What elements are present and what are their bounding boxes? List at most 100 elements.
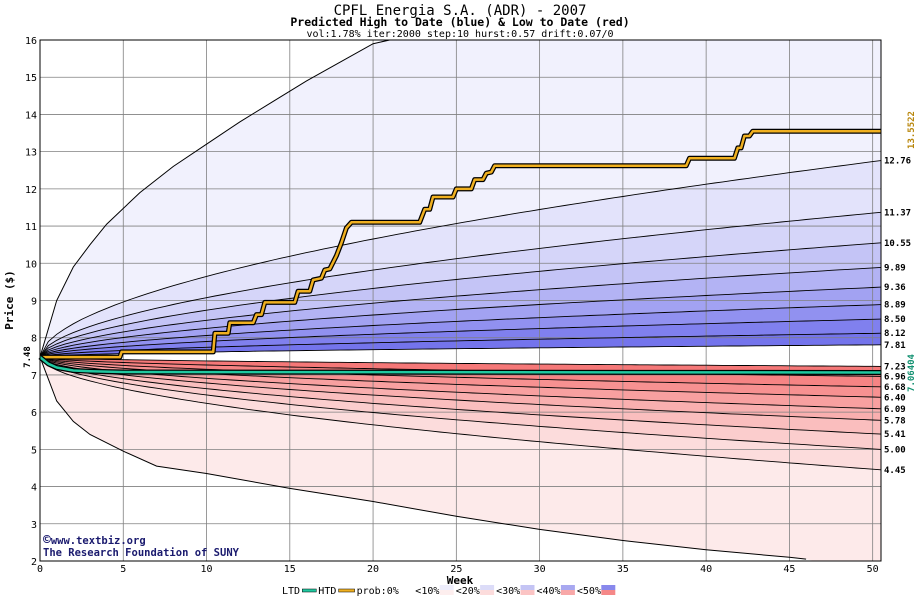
end-value-labels: 12.76 11.37 10.55 9.89 9.36 8.89 8.50 8.12 7.81 7… bbox=[884, 157, 911, 476]
legend-swatch-blue bbox=[399, 585, 414, 590]
legend-swatch-red bbox=[439, 590, 454, 595]
credit-site: www.textbiz.org bbox=[51, 535, 146, 547]
band-lower-1 bbox=[40, 357, 881, 470]
y-tick-label: 15 bbox=[25, 73, 37, 84]
quantile-curves bbox=[39, 160, 882, 471]
band-lower-5 bbox=[40, 357, 881, 409]
quantile-end-label: 8.89 bbox=[884, 301, 906, 311]
htd-end-label: 13.5522 bbox=[907, 111, 917, 149]
quantile-end-label: 7.23 bbox=[884, 362, 906, 372]
chart-params: vol:1.78% iter:2000 step:10 hurst:0.57 d… bbox=[306, 29, 613, 40]
quantile-end-label: 7.81 bbox=[884, 341, 906, 351]
quantile-curve bbox=[39, 356, 882, 421]
quantile-end-label: 4.45 bbox=[884, 466, 906, 476]
x-tick-label: 30 bbox=[534, 564, 546, 575]
envelope-upper-curve bbox=[39, 39, 390, 358]
series-htd-line bbox=[40, 129, 881, 359]
legend-label: <50% bbox=[577, 586, 601, 597]
y-tick-label: 11 bbox=[25, 222, 37, 233]
svg-text:©www.textbiz.org: ©www.textbiz.org bbox=[43, 533, 146, 548]
x-tick-label: 10 bbox=[201, 564, 213, 575]
legend-swatch-blue bbox=[520, 585, 535, 590]
ltd-end-label: 7.06404 bbox=[907, 353, 917, 392]
y-tick-label: 10 bbox=[25, 259, 37, 270]
quantile-end-label: 9.36 bbox=[884, 283, 906, 293]
quantile-curve bbox=[39, 211, 882, 358]
chart-subtitle: Predicted High to Date (blue) & Low to D… bbox=[290, 15, 629, 29]
x-tick-label: 35 bbox=[617, 564, 629, 575]
legend-swatch-ltd bbox=[302, 588, 317, 593]
legend-label: <10% bbox=[415, 586, 439, 597]
band-lower-4 bbox=[40, 357, 881, 421]
legend-label: prob:0% bbox=[357, 586, 399, 597]
legend-swatch-blue bbox=[480, 585, 495, 590]
y-tick-label: 14 bbox=[25, 110, 37, 121]
x-axis-ticks: 0 5 10 15 20 25 30 35 40 45 50 bbox=[37, 564, 879, 575]
band-lower-0 bbox=[40, 357, 881, 561]
band-upper-4 bbox=[40, 267, 881, 358]
y-tick-label: 4 bbox=[31, 483, 37, 494]
start-price-label: 7.48 bbox=[23, 346, 33, 368]
x-tick-label: 50 bbox=[867, 564, 879, 575]
quantile-end-label: 6.68 bbox=[884, 383, 906, 393]
legend-swatch-red bbox=[601, 590, 616, 595]
quantile-end-label: 5.00 bbox=[884, 445, 906, 455]
legend-swatch-htd bbox=[338, 588, 355, 593]
quantile-curve bbox=[39, 242, 882, 358]
quantile-end-label: 6.96 bbox=[884, 372, 906, 382]
quantile-curve bbox=[39, 332, 882, 358]
legend-swatch-red bbox=[399, 590, 414, 595]
x-tick-label: 25 bbox=[450, 564, 462, 575]
series-ltd-line bbox=[39, 356, 882, 374]
band-upper-1 bbox=[40, 160, 881, 358]
quantile-end-label: 12.76 bbox=[884, 157, 911, 167]
legend-swatch-blue bbox=[439, 585, 454, 590]
quantile-end-label: 9.89 bbox=[884, 263, 906, 273]
quantile-curve bbox=[39, 356, 882, 450]
legend-swatch-red bbox=[480, 590, 495, 595]
credit-org: The Research Foundation of SUNY bbox=[43, 547, 240, 559]
y-tick-label: 12 bbox=[25, 185, 37, 196]
legend-label: HTD bbox=[318, 586, 336, 597]
credits: ©www.textbiz.org The Research Foundation… bbox=[43, 533, 240, 559]
legend-swatch-red bbox=[560, 590, 575, 595]
x-tick-label: 15 bbox=[284, 564, 296, 575]
y-tick-label: 5 bbox=[31, 445, 37, 456]
legend-label: <20% bbox=[456, 586, 480, 597]
quantile-end-label: 6.09 bbox=[884, 405, 906, 415]
quantile-end-label: 8.12 bbox=[884, 329, 906, 339]
y-tick-label: 7 bbox=[31, 371, 37, 382]
legend-label: <40% bbox=[537, 586, 561, 597]
y-tick-label: 6 bbox=[31, 408, 37, 419]
band-upper-2 bbox=[40, 212, 881, 358]
legend-label: <30% bbox=[496, 586, 520, 597]
quantile-curve bbox=[39, 356, 882, 410]
copyright-symbol: © bbox=[43, 533, 51, 548]
legend-swatch-blue bbox=[560, 585, 575, 590]
x-tick-label: 0 bbox=[37, 564, 43, 575]
y-tick-label: 3 bbox=[31, 520, 37, 531]
y-tick-label: 9 bbox=[31, 297, 37, 308]
y-tick-label: 16 bbox=[25, 36, 37, 47]
band-lower-6 bbox=[40, 357, 881, 398]
quantile-end-label: 10.55 bbox=[884, 239, 911, 249]
band-lower-2 bbox=[40, 357, 881, 450]
x-tick-label: 5 bbox=[120, 564, 126, 575]
quantile-curve bbox=[39, 286, 882, 358]
legend-swatch-blue bbox=[601, 585, 616, 590]
quantile-curve bbox=[39, 160, 882, 358]
quantile-curve bbox=[39, 266, 882, 358]
quantile-end-label: 11.37 bbox=[884, 208, 911, 218]
band-upper-0 bbox=[40, 40, 881, 358]
y-axis-label: Price ($) bbox=[3, 270, 16, 330]
envelope-curves bbox=[39, 39, 807, 560]
chart-title: CPFL Energia S.A. (ADR) - 2007 bbox=[334, 3, 587, 19]
y-axis-ticks: 2 3 4 5 6 7 8 9 10 11 12 13 14 15 16 bbox=[25, 36, 37, 568]
band-upper-3 bbox=[40, 242, 881, 358]
quantile-curve bbox=[39, 318, 882, 358]
band-upper-5 bbox=[40, 287, 881, 358]
x-tick-label: 45 bbox=[783, 564, 795, 575]
band-lower-3 bbox=[40, 357, 881, 435]
x-axis-label: Week bbox=[447, 574, 474, 587]
